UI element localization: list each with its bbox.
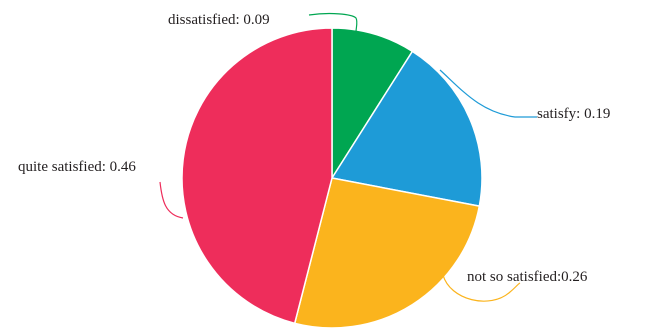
pie-slice-dissatisfied [331,27,414,181]
leader-line-satisfy [439,69,537,118]
slice-label-dissatisfied: dissatisfied: 0.09 [168,12,270,28]
leader-lines-layer [159,12,537,302]
slice-label-satisfy: satisfy: 0.19 [537,106,610,122]
slice-label-not-so-satisfied: not so satisfied:0.26 [467,269,588,285]
leader-line-quite-satisfied [159,181,184,219]
slice-label-quite-satisfied: quite satisfied: 0.46 [18,159,136,175]
labels-layer: dissatisfied: 0.09 satisfy: 0.19 not so sa… [18,12,610,285]
leader-line-dissatisfied [308,12,358,33]
pie-slice-satisfy [330,50,483,207]
leader-line-not-so-satisfied [442,274,521,302]
slices-layer [181,27,483,328]
pie-slice-quite-satisfied [181,27,333,325]
